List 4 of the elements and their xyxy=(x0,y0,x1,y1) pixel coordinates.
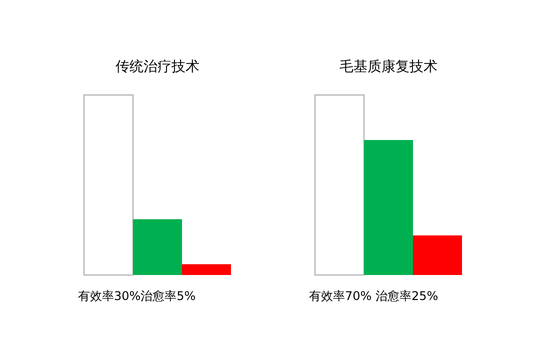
text: 有效率30%治愈率5% xyxy=(78,289,196,303)
chart-title: 传统治疗技术 xyxy=(116,59,200,75)
text: 有效率70% 治愈率25% xyxy=(309,289,438,303)
chart-title: 毛基质康复技术 xyxy=(340,59,438,75)
